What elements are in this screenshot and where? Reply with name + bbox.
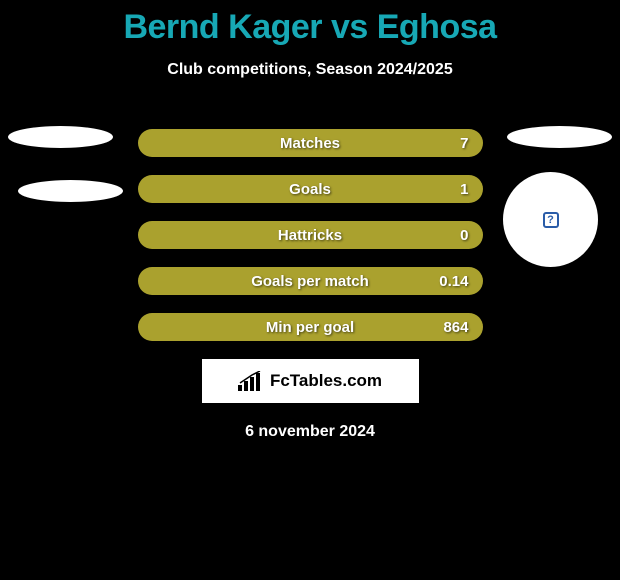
decor-big-circle: ? <box>503 172 598 267</box>
decor-ellipse-left-top <box>8 126 113 148</box>
stat-value: 7 <box>460 135 468 152</box>
question-icon: ? <box>543 212 559 228</box>
stat-row: Goals 1 <box>138 175 483 203</box>
subtitle: Club competitions, Season 2024/2025 <box>0 61 620 79</box>
stat-row: Matches 7 <box>138 129 483 157</box>
stat-label: Goals <box>289 181 331 198</box>
bars-icon <box>238 371 264 391</box>
brand-text: FcTables.com <box>270 371 382 391</box>
decor-ellipse-left-bottom <box>18 180 123 202</box>
stat-label: Goals per match <box>251 273 369 290</box>
stat-value: 1 <box>460 181 468 198</box>
stat-label: Hattricks <box>278 227 342 244</box>
stat-rows-container: Matches 7 Goals 1 Hattricks 0 Goals per match 0… <box>138 129 483 341</box>
decor-ellipse-right-top <box>507 126 612 148</box>
stat-value: 0 <box>460 227 468 244</box>
footer-date: 6 november 2024 <box>0 423 620 441</box>
stat-row: Hattricks 0 <box>138 221 483 249</box>
stat-label: Matches <box>280 135 340 152</box>
brand-logo[interactable]: FcTables.com <box>202 359 419 403</box>
stat-value: 864 <box>443 319 468 336</box>
stat-label: Min per goal <box>266 319 354 336</box>
stat-row: Goals per match 0.14 <box>138 267 483 295</box>
stat-value: 0.14 <box>439 273 468 290</box>
page-title: Bernd Kager vs Eghosa <box>0 0 620 47</box>
stat-row: Min per goal 864 <box>138 313 483 341</box>
